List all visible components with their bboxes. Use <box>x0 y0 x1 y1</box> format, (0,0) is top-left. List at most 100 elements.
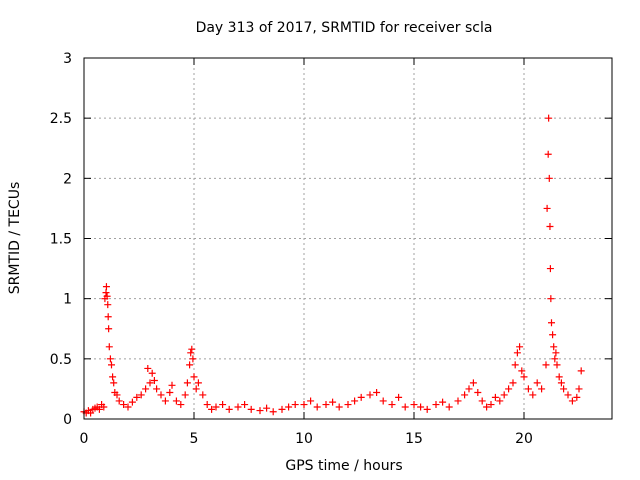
y-tick-label: 0 <box>63 412 72 428</box>
data-point <box>551 355 559 363</box>
data-point <box>199 391 207 399</box>
data-point <box>241 401 249 409</box>
chart-title: Day 313 of 2017, SRMTID for receiver scl… <box>196 20 493 36</box>
data-point <box>153 385 161 393</box>
data-point <box>513 349 521 357</box>
data-point <box>113 391 121 399</box>
data-point <box>555 373 563 381</box>
data-point <box>247 405 255 413</box>
x-tick-label: 0 <box>80 431 89 447</box>
data-point <box>144 364 152 372</box>
data-point <box>109 373 117 381</box>
data-point <box>575 385 583 393</box>
data-point <box>115 397 123 405</box>
x-tick-label: 5 <box>190 431 199 447</box>
data-point <box>545 114 553 122</box>
data-point <box>87 409 95 417</box>
data-point <box>379 397 387 405</box>
data-point <box>401 403 409 411</box>
data-point <box>469 379 477 387</box>
data-point <box>445 403 453 411</box>
data-point <box>542 361 550 369</box>
data-point <box>137 391 145 399</box>
x-axis-label: GPS time / hours <box>285 458 402 474</box>
data-point <box>577 367 585 375</box>
data-point <box>564 391 572 399</box>
y-tick-label: 1 <box>63 292 72 308</box>
data-point <box>550 343 558 351</box>
data-point <box>546 222 554 230</box>
data-point <box>388 401 396 409</box>
data-point <box>188 345 196 353</box>
data-point <box>106 355 114 363</box>
data-point <box>307 397 315 405</box>
data-point <box>148 369 156 377</box>
data-point <box>108 361 115 369</box>
data-point <box>212 403 220 411</box>
data-point <box>474 389 482 397</box>
data-point <box>133 393 141 401</box>
data-point <box>263 404 271 412</box>
data-point <box>549 331 557 339</box>
data-point <box>192 385 200 393</box>
data-point <box>560 385 568 393</box>
data-point <box>465 385 473 393</box>
data-point <box>104 313 112 321</box>
data-point <box>520 373 528 381</box>
data-point <box>172 397 180 405</box>
data-point <box>483 403 491 411</box>
plot-frame <box>83 57 613 420</box>
data-point <box>146 379 154 387</box>
data-point <box>177 401 185 409</box>
data-point <box>395 393 403 401</box>
data-point <box>124 403 132 411</box>
data-points <box>80 114 585 417</box>
data-point <box>373 389 381 397</box>
data-point <box>573 393 581 401</box>
data-point <box>161 397 169 405</box>
data-point <box>105 343 113 351</box>
y-tick-label: 1.5 <box>50 232 72 248</box>
data-point <box>511 361 519 369</box>
data-point <box>181 391 189 399</box>
data-point <box>432 401 440 409</box>
data-point <box>454 397 462 405</box>
data-point <box>351 397 359 405</box>
y-tick-label: 3 <box>63 51 72 67</box>
data-point <box>269 408 277 416</box>
data-point <box>546 265 554 273</box>
data-point <box>208 405 216 413</box>
data-point <box>225 405 233 413</box>
data-point <box>142 385 150 393</box>
data-point <box>524 385 532 393</box>
data-point <box>543 204 551 212</box>
data-point <box>322 401 330 409</box>
data-point <box>110 379 118 387</box>
data-point <box>186 361 194 369</box>
data-point <box>461 391 469 399</box>
data-point <box>120 401 128 409</box>
data-point <box>410 401 418 409</box>
data-point <box>194 379 202 387</box>
data-point <box>313 403 321 411</box>
data-point <box>128 398 136 406</box>
data-point <box>553 361 561 369</box>
data-point <box>357 393 365 401</box>
data-point <box>568 397 576 405</box>
data-point <box>439 398 447 406</box>
data-point <box>552 349 560 357</box>
data-point <box>157 391 165 399</box>
data-point <box>547 295 555 303</box>
data-point <box>189 355 197 363</box>
data-point <box>544 150 552 158</box>
data-point <box>150 376 158 384</box>
data-point <box>183 379 191 387</box>
data-point <box>256 407 264 415</box>
data-point <box>219 401 227 409</box>
y-axis-label: SRMTID / TECUs <box>7 182 23 295</box>
data-point <box>344 401 352 409</box>
data-point <box>417 403 425 411</box>
y-tick-label: 2 <box>63 171 72 187</box>
data-point <box>518 367 526 375</box>
data-point <box>487 401 495 409</box>
